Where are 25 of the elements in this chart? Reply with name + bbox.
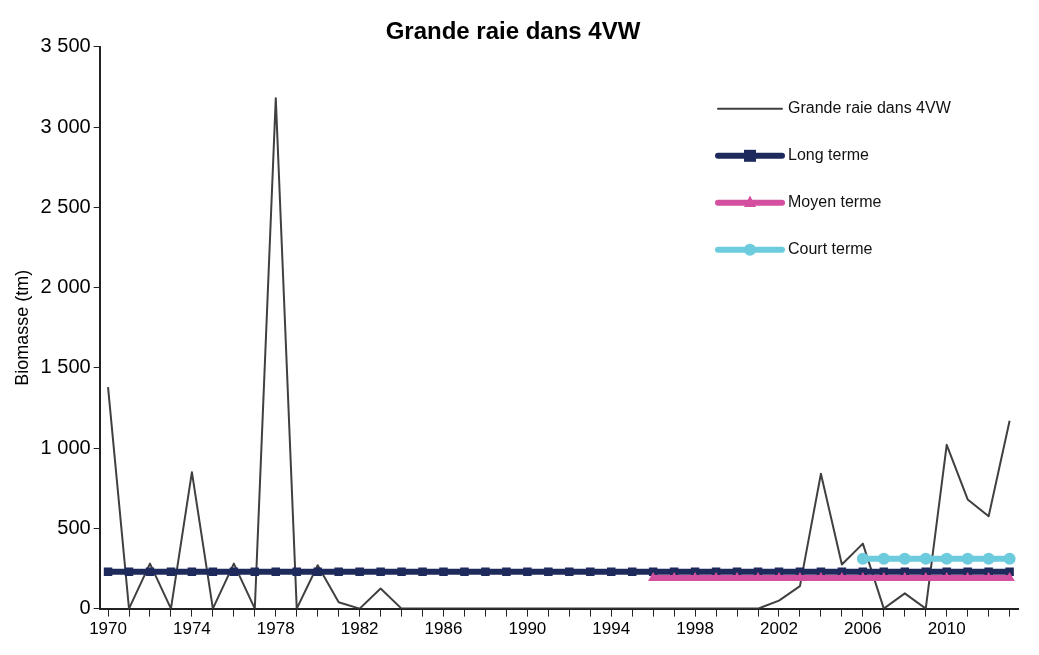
y-tick-label: 500 <box>57 515 91 538</box>
legend-label: Long terme <box>788 146 870 164</box>
chart-title: Grande raie dans 4VW <box>385 17 641 45</box>
x-tick-label: 1986 <box>424 619 463 639</box>
y-tick-label: 3 000 <box>40 114 91 137</box>
x-tick-label: 1970 <box>89 619 127 639</box>
y-tick-label: 1 000 <box>40 435 91 458</box>
y-tick-label: 2 500 <box>40 194 91 217</box>
y-tick-label: 3 500 <box>40 34 91 57</box>
legend-label: Grande raie dans 4VW <box>788 99 952 117</box>
x-tick-label: 2006 <box>843 619 882 639</box>
x-tick-label: 2010 <box>927 619 966 639</box>
y-tick-label: 0 <box>79 596 91 619</box>
x-tick-label: 1994 <box>592 619 631 639</box>
x-tick-label: 1974 <box>172 619 211 639</box>
x-tick-label: 1998 <box>676 619 715 639</box>
legend-label: Court terme <box>788 240 873 258</box>
y-axis-title: Biomasse (tm) <box>11 269 32 386</box>
x-tick-label: 1990 <box>508 619 547 639</box>
y-tick-label: 2 000 <box>40 275 91 298</box>
legend-label: Moyen terme <box>788 193 882 211</box>
x-tick-label: 1978 <box>256 619 295 639</box>
y-tick-label: 1 500 <box>40 355 91 378</box>
x-tick-label: 1982 <box>340 619 379 639</box>
x-tick-label: 2002 <box>760 619 798 639</box>
